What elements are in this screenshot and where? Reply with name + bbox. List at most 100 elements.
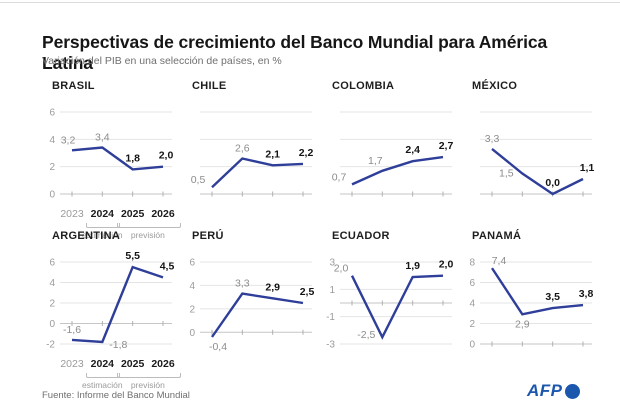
ytick-label: 0 [49,319,55,330]
value-label: 2,6 [235,142,250,154]
value-label: 3,3 [485,133,500,145]
chart-title: BRASIL [52,80,95,92]
ytick-label: 0 [49,190,55,201]
chart-title: PERÚ [192,230,224,242]
gdp-line [350,274,444,340]
chart-title: ECUADOR [332,230,390,242]
ytick-label: -2 [46,340,55,351]
gdp-line [211,292,304,338]
top-divider [0,2,620,3]
ytick-label: -3 [326,340,335,351]
ytick-label: 0 [469,340,475,351]
ytick-label: 2 [49,299,55,310]
value-label: 4,5 [160,260,175,272]
forecast-caption: previsión [130,380,165,390]
ytick-label: 0 [189,328,195,339]
value-label: 0,5 [191,174,206,186]
ytick-label: 6 [49,108,55,119]
chart-canvas: 0,5 2,6 2,1 2,2 [191,111,314,197]
value-label: 0,7 [332,171,347,183]
value-label: 3,5 [545,291,560,303]
year-label: 2026 [151,208,175,220]
ytick-label: 6 [189,258,195,269]
value-label: 1,7 [368,155,383,167]
estimate-caption: estimación [82,230,123,240]
value-label: 1,8 [125,152,140,164]
ytick-label: 6 [469,278,475,289]
chart-title: CHILE [192,80,227,92]
ytick-label: 3 [329,258,335,269]
value-label: 3,3 [235,278,250,290]
page-subtitle: Variación del PIB en una selección de pa… [42,55,282,67]
gdp-line [351,155,444,186]
chart-cell-perú: PERÚ 0 2 4 6 -0,4 3,3 2,9 2,5 [180,230,320,380]
ytick-label: 4 [49,278,55,289]
value-label: 2,2 [299,147,314,159]
x-axis: 2023 2024 2025 2026 estimación previsión [40,208,181,242]
gdp-line [71,265,164,344]
estimate-bracket [86,223,121,228]
value-label: 5,5 [125,250,140,262]
ytick-label: 1 [329,285,335,296]
ytick-label: 2 [189,304,195,315]
value-label: 2,5 [300,286,315,298]
value-label: 1,9 [405,260,420,272]
gdp-line [71,146,164,171]
ytick-label: -1 [326,312,335,323]
value-label: 7,4 [492,255,507,267]
chart-canvas: 3,3 1,5 0,0 1,1 [480,111,595,197]
value-label: 1,1 [580,162,595,174]
value-label: -0,4 [209,341,227,353]
year-label: 2025 [120,208,145,220]
chart-title: ARGENTINA [52,230,121,242]
chart-canvas: 0 2 4 6 3,2 3,4 1,8 2,0 [49,108,173,201]
gdp-line [490,267,584,316]
chart-canvas: 0 2 4 6 -0,4 3,3 2,9 2,5 [189,258,315,353]
ytick-label: 4 [49,135,55,146]
forecast-caption: previsión [130,230,165,240]
chart-cell-chile: CHILE 0,5 2,6 2,1 2,2 [180,80,320,230]
chart-cell-panamá: PANAMÁ 0 2 4 6 8 7,4 2,9 3,5 3,8 [460,230,600,380]
year-label: 2025 [120,358,145,370]
value-label: 3,2 [61,134,76,146]
chart-cell-colombia: COLOMBIA 0,7 1,7 2,4 2,7 [320,80,460,230]
gdp-line [211,157,304,189]
value-label: 2,9 [515,318,530,330]
afp-logo-text: AFP [527,381,563,400]
chart-canvas: 0 2 4 6 8 7,4 2,9 3,5 3,8 [469,255,594,351]
ytick-label: 2 [469,319,475,330]
estimate-caption: estimación [82,380,123,390]
chart-title: PANAMÁ [472,230,522,242]
value-label: 3,4 [95,132,110,144]
page-title: Perspectivas de crecimiento del Banco Mu… [42,31,548,73]
ytick-label: 4 [189,281,195,292]
value-label: 2,9 [265,281,280,293]
chart-title: COLOMBIA [332,80,395,92]
ytick-label: 2 [49,162,55,173]
chart-canvas: 0,7 1,7 2,4 2,7 [332,111,454,197]
forecast-bracket [116,373,181,378]
value-label: 2,0 [334,263,349,275]
chart-canvas: -2 0 2 4 6 -1,6 -1,8 5,5 4,5 [46,250,175,351]
chart-cell-brasil: BRASIL 0 2 4 6 3,2 3,4 1,8 2,0 2023 2024 2025 2026 es… [40,80,181,240]
gdp-line [491,147,584,196]
year-label: 2026 [151,358,175,370]
chart-cell-méxico: MÉXICO 3,3 1,5 0,0 1,1 [460,80,600,230]
x-axis: 2023 2024 2025 2026 estimación previsión [40,358,181,392]
value-label: -1,8 [109,339,127,351]
value-label: 3,8 [579,288,594,300]
value-label: 2,1 [265,148,280,160]
value-label: 2,4 [405,144,420,156]
value-label: 2,7 [439,140,454,152]
value-label: -1,6 [63,324,81,336]
chart-cell-argentina: ARGENTINA -2 0 2 4 6 -1,6 -1,8 5,5 4,5 2023 2024 202… [40,230,181,390]
year-label: 2024 [90,358,114,370]
year-label: 2024 [90,208,114,220]
forecast-bracket [116,223,181,228]
afp-logo: AFP [527,381,580,401]
value-label: 1,5 [499,168,514,180]
year-label: 2023 [60,358,84,370]
value-label: -2,5 [357,329,375,341]
ytick-label: 8 [469,258,475,269]
